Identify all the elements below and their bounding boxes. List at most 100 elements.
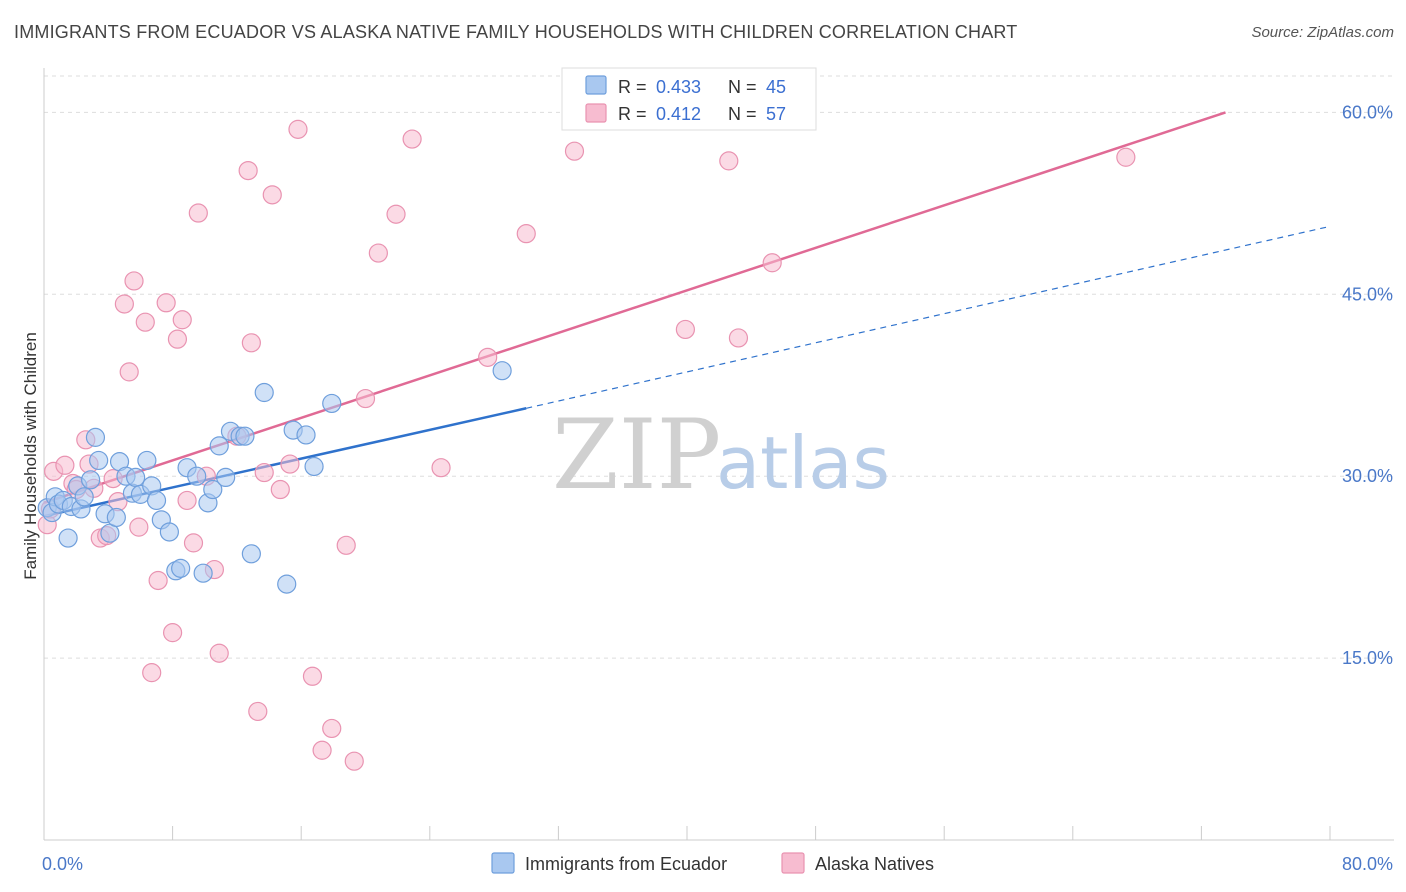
point-ecuador-9 <box>74 487 94 507</box>
y-tick-labels: 15.0% 30.0% 45.0% 60.0% <box>1342 102 1393 668</box>
point-ecuador-42 <box>296 425 316 445</box>
point-ecuador-43 <box>304 456 324 477</box>
point-alaska-36 <box>270 479 290 500</box>
watermark: ZIP atlas <box>552 399 890 511</box>
point-ecuador-40 <box>277 574 297 594</box>
point-alaska-53 <box>719 151 739 171</box>
legend-n-label-alaska: N = <box>728 104 757 124</box>
trend-line-ecuador-extension <box>526 225 1331 409</box>
point-alaska-26 <box>188 203 208 223</box>
bottom-legend-label-ecuador: Immigrants from Ecuador <box>525 854 727 874</box>
bottom-legend-label-alaska: Alaska Natives <box>815 854 934 874</box>
point-ecuador-27 <box>171 558 191 578</box>
point-alaska-20 <box>156 293 176 313</box>
point-alaska-48 <box>431 458 451 478</box>
point-ecuador-12 <box>89 450 109 471</box>
point-alaska-16 <box>129 517 149 537</box>
y-tick-label-2: 45.0% <box>1342 284 1393 304</box>
y-axis-label: Family Households with Children <box>21 332 40 580</box>
legend-r-label-ecuador: R = <box>618 77 647 97</box>
data-points <box>37 119 1136 771</box>
legend-r-value-ecuador: 0.433 <box>656 77 701 97</box>
point-alaska-31 <box>238 160 258 181</box>
point-alaska-29 <box>209 643 229 663</box>
point-alaska-45 <box>368 243 388 263</box>
point-alaska-42 <box>336 535 356 555</box>
point-alaska-18 <box>142 663 162 683</box>
point-alaska-43 <box>344 751 364 771</box>
point-alaska-46 <box>386 204 406 224</box>
legend-swatch-alaska <box>585 103 607 123</box>
point-alaska-25 <box>183 533 204 553</box>
point-ecuador-11 <box>85 427 106 447</box>
point-alaska-21 <box>163 623 183 643</box>
point-alaska-55 <box>762 253 782 273</box>
point-alaska-24 <box>177 490 197 511</box>
point-alaska-3 <box>55 455 75 475</box>
legend-r-label-alaska: R = <box>618 104 647 124</box>
point-alaska-34 <box>254 462 274 483</box>
source-label: Source: ZipAtlas.com <box>1251 24 1394 41</box>
point-ecuador-45 <box>492 361 512 381</box>
point-alaska-47 <box>402 129 422 149</box>
point-ecuador-44 <box>322 393 342 414</box>
bottom-legend-swatch-alaska <box>781 852 805 874</box>
point-alaska-35 <box>262 185 282 205</box>
legend-n-label-ecuador: N = <box>728 77 757 97</box>
legend-r-value-alaska: 0.412 <box>656 104 701 124</box>
point-ecuador-32 <box>203 479 223 500</box>
bottom-legend: Immigrants from Ecuador Alaska Natives <box>491 852 934 874</box>
point-ecuador-37 <box>235 426 255 446</box>
point-alaska-15 <box>124 271 144 291</box>
point-alaska-56 <box>1116 147 1136 167</box>
point-ecuador-30 <box>193 563 213 583</box>
y-tick-label-1: 30.0% <box>1342 466 1393 486</box>
watermark-zip: ZIP <box>552 399 721 511</box>
point-ecuador-25 <box>159 522 179 542</box>
point-alaska-13 <box>114 294 134 314</box>
bottom-legend-swatch-ecuador <box>491 852 515 874</box>
point-ecuador-5 <box>58 528 78 548</box>
y-tick-label-0: 15.0% <box>1342 648 1393 668</box>
x-tick-labels: 0.0% 80.0% <box>42 854 1393 874</box>
point-alaska-32 <box>241 333 261 353</box>
point-alaska-51 <box>564 141 585 161</box>
point-ecuador-10 <box>81 470 101 490</box>
point-alaska-39 <box>302 666 323 686</box>
point-ecuador-29 <box>187 466 207 486</box>
point-alaska-44 <box>355 388 376 409</box>
legend-n-value-ecuador: 45 <box>766 77 786 97</box>
point-alaska-40 <box>312 740 332 760</box>
y-tick-label-3: 60.0% <box>1342 102 1393 122</box>
point-ecuador-19 <box>126 467 146 488</box>
watermark-atlas: atlas <box>716 421 890 505</box>
point-ecuador-15 <box>106 507 126 528</box>
point-alaska-50 <box>516 224 536 244</box>
point-alaska-33 <box>248 701 268 722</box>
point-alaska-52 <box>675 319 695 340</box>
point-ecuador-34 <box>216 467 236 488</box>
point-alaska-38 <box>288 119 308 139</box>
point-ecuador-33 <box>209 436 229 456</box>
point-alaska-17 <box>135 312 155 332</box>
point-ecuador-23 <box>146 490 167 511</box>
axes <box>43 68 1394 841</box>
point-alaska-14 <box>119 362 139 382</box>
legend: R = 0.433 N = 45 R = 0.412 N = 57 <box>561 67 817 131</box>
point-ecuador-21 <box>137 450 157 471</box>
legend-n-value-alaska: 57 <box>766 104 786 124</box>
point-alaska-54 <box>728 328 749 348</box>
point-alaska-19 <box>148 570 168 591</box>
point-alaska-41 <box>322 718 342 739</box>
point-alaska-22 <box>167 329 188 349</box>
point-ecuador-38 <box>241 544 261 564</box>
x-tick-label-0: 0.0% <box>42 854 83 874</box>
point-ecuador-39 <box>254 382 274 403</box>
chart-title: IMMIGRANTS FROM ECUADOR VS ALASKA NATIVE… <box>14 22 1018 42</box>
point-alaska-49 <box>478 347 498 367</box>
point-alaska-23 <box>172 310 192 330</box>
point-alaska-37 <box>280 454 300 474</box>
x-tick-label-1: 80.0% <box>1342 854 1393 874</box>
legend-swatch-ecuador <box>585 75 607 95</box>
